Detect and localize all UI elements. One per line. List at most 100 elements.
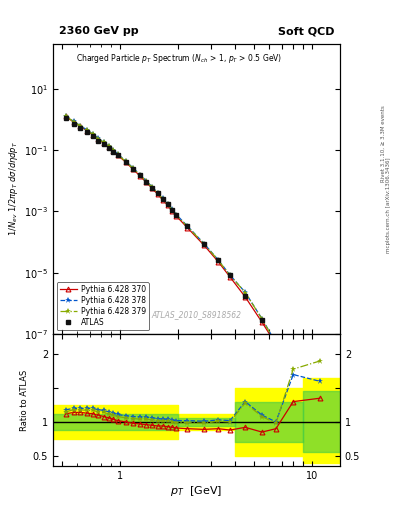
Pythia 6.428 378	[138, 172, 142, 178]
Pythia 6.428 370	[165, 202, 170, 208]
Pythia 6.428 370	[202, 242, 206, 248]
Pythia 6.428 379	[202, 241, 206, 247]
Pythia 6.428 378	[106, 143, 111, 149]
ATLAS	[150, 185, 154, 191]
Line: ATLAS: ATLAS	[64, 116, 322, 420]
Pythia 6.428 370	[291, 365, 296, 371]
Pythia 6.428 378	[84, 127, 89, 133]
X-axis label: $p_T$  [GeV]: $p_T$ [GeV]	[171, 483, 222, 498]
Pythia 6.428 378	[71, 118, 76, 124]
Pythia 6.428 379	[111, 147, 116, 154]
Pythia 6.428 370	[243, 294, 248, 300]
Pythia 6.428 378	[101, 139, 106, 145]
ATLAS	[138, 173, 142, 179]
ATLAS	[274, 340, 278, 346]
Pythia 6.428 379	[243, 289, 248, 295]
Pythia 6.428 378	[90, 131, 95, 137]
Pythia 6.428 370	[123, 159, 128, 165]
Pythia 6.428 379	[144, 178, 149, 184]
ATLAS	[90, 133, 95, 139]
Line: Pythia 6.428 379: Pythia 6.428 379	[63, 113, 323, 413]
ATLAS	[216, 257, 220, 263]
Pythia 6.428 370	[318, 411, 322, 417]
Line: Pythia 6.428 378: Pythia 6.428 378	[63, 113, 323, 415]
Pythia 6.428 378	[123, 158, 128, 164]
ATLAS	[260, 317, 264, 323]
Pythia 6.428 378	[160, 196, 165, 202]
ATLAS	[144, 179, 149, 185]
Pythia 6.428 370	[96, 136, 101, 142]
Text: 2360 GeV pp: 2360 GeV pp	[59, 26, 138, 36]
Pythia 6.428 378	[150, 184, 154, 190]
Pythia 6.428 370	[160, 197, 165, 203]
ATLAS	[78, 125, 83, 131]
Pythia 6.428 379	[174, 212, 179, 218]
Pythia 6.428 378	[274, 340, 278, 346]
Text: ATLAS_2010_S8918562: ATLAS_2010_S8918562	[151, 310, 242, 319]
ATLAS	[202, 241, 206, 247]
ATLAS	[155, 190, 160, 197]
Pythia 6.428 379	[71, 118, 76, 124]
Pythia 6.428 378	[165, 201, 170, 207]
Pythia 6.428 379	[260, 316, 264, 322]
Pythia 6.428 379	[170, 207, 174, 213]
Pythia 6.428 378	[64, 113, 68, 119]
Y-axis label: Ratio to ATLAS: Ratio to ATLAS	[20, 369, 29, 431]
Pythia 6.428 378	[291, 361, 296, 368]
Pythia 6.428 379	[185, 223, 190, 229]
Pythia 6.428 378	[228, 272, 232, 278]
Text: mcplots.cern.ch [arXiv:1306.3436]: mcplots.cern.ch [arXiv:1306.3436]	[386, 157, 391, 252]
Pythia 6.428 379	[318, 407, 322, 413]
Pythia 6.428 379	[160, 196, 165, 202]
Pythia 6.428 370	[228, 274, 232, 280]
Pythia 6.428 379	[78, 123, 83, 129]
Pythia 6.428 378	[131, 165, 136, 171]
Pythia 6.428 379	[155, 190, 160, 196]
ATLAS	[115, 152, 120, 158]
Pythia 6.428 379	[90, 131, 95, 137]
ATLAS	[96, 137, 101, 143]
ATLAS	[165, 201, 170, 207]
Pythia 6.428 379	[150, 184, 154, 190]
Pythia 6.428 370	[185, 225, 190, 231]
ATLAS	[291, 369, 296, 375]
Pythia 6.428 379	[274, 340, 278, 346]
Pythia 6.428 379	[123, 158, 128, 164]
ATLAS	[174, 212, 179, 218]
Pythia 6.428 379	[291, 361, 296, 367]
Pythia 6.428 370	[260, 319, 264, 325]
Pythia 6.428 370	[131, 166, 136, 173]
ATLAS	[101, 141, 106, 147]
Pythia 6.428 378	[111, 147, 116, 153]
Pythia 6.428 370	[106, 144, 111, 150]
Pythia 6.428 378	[96, 135, 101, 141]
Pythia 6.428 378	[170, 206, 174, 212]
Pythia 6.428 378	[243, 289, 248, 295]
ATLAS	[228, 272, 232, 279]
Text: Charged Particle $p_T$ Spectrum ($N_{ch}$ > 1, $p_T$ > 0.5 GeV): Charged Particle $p_T$ Spectrum ($N_{ch}…	[76, 52, 282, 65]
Pythia 6.428 370	[115, 152, 120, 158]
Pythia 6.428 370	[144, 179, 149, 185]
Pythia 6.428 379	[131, 165, 136, 172]
Pythia 6.428 370	[274, 341, 278, 347]
Pythia 6.428 378	[174, 211, 179, 218]
Pythia 6.428 370	[170, 208, 174, 214]
Pythia 6.428 379	[165, 201, 170, 207]
ATLAS	[185, 223, 190, 229]
ATLAS	[243, 293, 248, 299]
Pythia 6.428 378	[318, 409, 322, 415]
Pythia 6.428 370	[216, 259, 220, 265]
ATLAS	[106, 145, 111, 151]
Pythia 6.428 379	[106, 143, 111, 150]
ATLAS	[170, 207, 174, 213]
Pythia 6.428 370	[111, 148, 116, 154]
Pythia 6.428 370	[90, 132, 95, 138]
Pythia 6.428 370	[78, 123, 83, 130]
ATLAS	[111, 148, 116, 155]
Pythia 6.428 379	[115, 151, 120, 157]
Pythia 6.428 378	[260, 315, 264, 322]
Pythia 6.428 379	[101, 139, 106, 145]
ATLAS	[84, 129, 89, 135]
Pythia 6.428 378	[185, 223, 190, 229]
Pythia 6.428 378	[155, 189, 160, 196]
